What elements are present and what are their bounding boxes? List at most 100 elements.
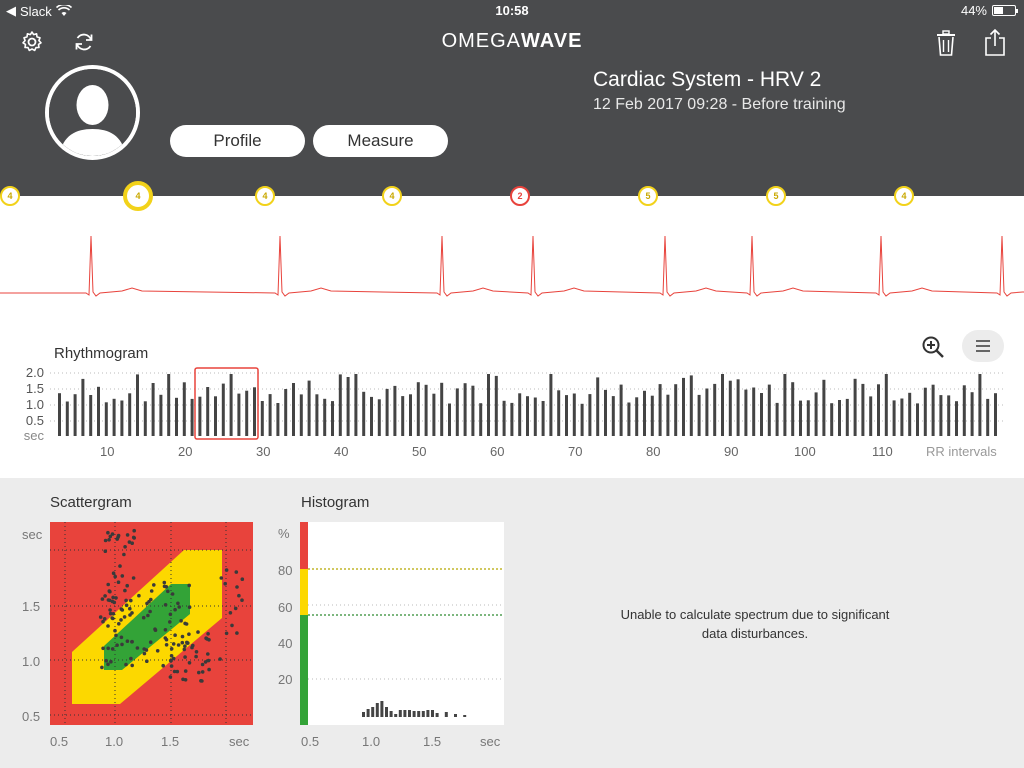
scatter-point [127,540,132,544]
scatter-point [113,574,117,579]
rhythmogram-plot [50,367,1004,440]
rr-bar [182,382,186,436]
scatter-point [224,631,229,636]
rr-bar [338,374,342,436]
sync-icon[interactable] [70,28,98,56]
hist-bar [385,707,388,717]
profile-button[interactable]: Profile [170,125,305,157]
rr-bar [362,391,366,436]
rr-bar [65,401,69,436]
scatter-point [110,532,115,536]
scatter-point [173,633,177,637]
scatter-point [115,643,119,647]
scatter-point [129,656,133,661]
rr-bar [206,387,210,436]
y-tick: 1.5 [25,381,44,396]
scatter-point [104,658,108,663]
rr-bar [838,400,841,436]
hist-bar [408,710,411,717]
measure-button[interactable]: Measure [313,125,448,157]
scatter-point [183,669,188,673]
trash-icon[interactable] [932,28,960,58]
rr-bar [939,395,943,436]
battery-percent: 44% [960,3,987,18]
session-marker[interactable]: 4 [0,186,20,206]
session-marker[interactable]: 5 [638,186,658,206]
settings-gear-icon[interactable] [18,28,46,56]
rr-bar [136,374,139,436]
rr-bar [307,380,311,436]
rr-bar [284,389,288,436]
rr-bar [401,396,405,436]
ecg-strip [0,196,1024,316]
rr-bar [892,400,896,436]
session-marker[interactable]: 4 [382,186,402,206]
rr-bar [650,395,654,436]
scatter-point [123,545,127,549]
session-marker[interactable]: 5 [766,186,786,206]
selection-window[interactable] [194,367,259,440]
rr-bar [377,399,381,436]
scatter-point [101,619,105,624]
hist-bar [417,711,421,717]
rr-bar [713,383,717,436]
avatar[interactable] [45,65,140,160]
session-marker[interactable]: 4 [894,186,914,206]
clock: 10:58 [495,3,529,18]
scatter-point [162,584,167,589]
hist-bar [389,711,393,717]
rr-bar [767,384,771,436]
menu-button[interactable] [962,330,1004,362]
scatter-point [147,599,151,604]
scatter-point [129,598,133,603]
scatter-point [203,660,208,664]
rr-bar [627,402,631,436]
hist-bar [426,710,430,717]
zoom-in-icon[interactable] [920,334,946,360]
hist-bar [444,712,448,717]
scatter-point [197,670,201,675]
rr-bar [791,382,795,436]
session-marker[interactable]: 4 [255,186,275,206]
scatter-point [240,577,245,581]
scatter-point [124,603,129,608]
share-icon[interactable] [981,26,1009,58]
hist-x-tick: 1.0 [362,734,381,749]
hist-x-unit: sec [480,734,501,749]
rr-bar [190,398,194,436]
scatter-point [148,609,152,614]
session-marker[interactable]: 4 [123,181,153,211]
hist-y-unit: % [278,526,290,541]
scatter-point [177,605,181,609]
scatter-point [122,615,127,619]
scatter-point [182,647,187,652]
back-to-app[interactable]: ◀ Slack [6,3,72,19]
rr-bar [541,401,545,436]
scatter-point [145,659,149,663]
spectrum-error-message: Unable to calculate spectrum due to sign… [620,607,890,641]
rr-bar [783,374,787,436]
scatter-point [207,667,211,672]
rr-bar [721,374,724,436]
scatter-point [106,646,110,651]
scatter-point [117,622,121,626]
scatter-point [101,646,105,651]
rr-bar [237,393,241,436]
scatter-point [191,643,195,648]
scatter-point [187,661,192,665]
rr-bar [588,394,592,436]
scatter-point [122,552,126,557]
rr-bar [916,403,919,436]
rr-bar [471,385,475,436]
scatter-point [114,596,118,600]
scatter-point [161,663,165,668]
session-marker[interactable]: 2 [510,186,530,206]
scatter-point [173,607,177,612]
rr-bar [440,382,444,436]
scatter-point [102,617,107,621]
scatter-point [163,636,168,640]
y-unit: sec [23,428,44,443]
rr-bar [986,398,990,436]
hist-bar [435,713,439,717]
rr-bar [167,374,171,436]
